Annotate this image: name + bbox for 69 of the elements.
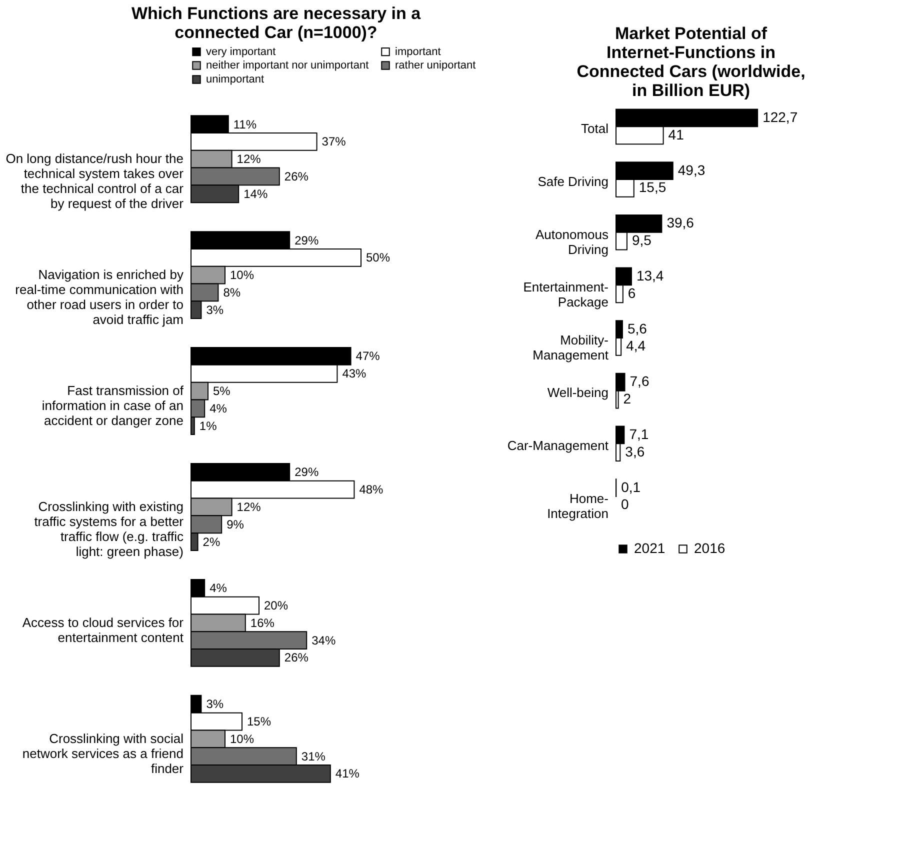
data-label: 41 xyxy=(668,126,684,142)
y-tick-label: Crosslinking with social network services as a friend finder xyxy=(22,730,184,776)
data-label: 3% xyxy=(206,302,224,317)
y-tick-label: Well-being xyxy=(547,385,608,400)
data-label: 47% xyxy=(356,349,380,364)
data-label: 12% xyxy=(236,500,262,514)
data-label: 29% xyxy=(294,233,319,248)
data-label: 39,6 xyxy=(666,214,694,231)
legend-label: rather uniportant xyxy=(395,60,476,72)
data-label: 13,4 xyxy=(636,267,664,284)
data-label: 49,3 xyxy=(678,162,706,178)
data-label: 8% xyxy=(223,285,241,300)
data-label: 9% xyxy=(226,517,244,532)
data-label: 4% xyxy=(210,401,228,416)
y-tick-label: Car-Management xyxy=(507,438,609,454)
data-label: 0,1 xyxy=(621,478,641,495)
legend-label: 2016 xyxy=(694,540,726,556)
data-label: 20% xyxy=(264,598,288,613)
data-label: 4% xyxy=(210,581,228,596)
data-label: 41% xyxy=(335,766,360,781)
chart-title: Market Potential of Internet-Functions in Connected Cars (worldwide, in Billion EUR) xyxy=(576,24,806,100)
data-label: 4,4 xyxy=(626,338,646,354)
data-label: 2% xyxy=(202,534,220,549)
y-tick-label: Entertainment-Package xyxy=(523,280,608,310)
data-label: 50% xyxy=(366,250,390,265)
y-tick-label: Mobility-Management xyxy=(532,332,609,362)
legend-label: 2021 xyxy=(634,540,666,556)
data-label: 1% xyxy=(199,418,218,433)
legend-label: important xyxy=(395,46,441,58)
data-label: 122,7 xyxy=(762,108,798,125)
data-label: 7,6 xyxy=(630,373,650,390)
y-tick-label: Navigation is enriched by real-time communication with other road users in order to avoid traffic jam xyxy=(15,267,184,328)
data-label: 0 xyxy=(621,496,629,512)
data-label: 26% xyxy=(284,650,309,665)
data-label: 10% xyxy=(230,268,254,282)
legend-label: very important xyxy=(206,46,276,58)
legend-label: neither important nor unimportant xyxy=(206,60,369,72)
data-label: 6 xyxy=(628,284,636,301)
chart-title: Which Functions are necessary in a connected Car (n=1000)? xyxy=(131,4,422,42)
data-label: 34% xyxy=(312,633,336,648)
data-label: 11% xyxy=(233,117,257,132)
data-label: 5% xyxy=(213,384,231,398)
data-label: 31% xyxy=(301,749,326,764)
y-tick-label: Crosslinking with existing traffic systems for a better traffic flow (e.g. traffic light: green phase) xyxy=(34,498,184,559)
data-label: 15,5 xyxy=(638,179,666,196)
y-tick-label: On long distance/rush hour the technical system takes over the technical control of a car by request of the driver xyxy=(6,151,184,212)
data-label: 29% xyxy=(294,465,319,480)
data-label: 3,6 xyxy=(625,443,645,460)
y-tick-label: Fast transmission of information in case of an accident or danger zone xyxy=(42,383,184,428)
data-label: 43% xyxy=(342,366,367,381)
data-label: 10% xyxy=(230,732,254,746)
data-label: 15% xyxy=(247,714,272,729)
y-tick-label: Safe Driving xyxy=(538,174,608,189)
y-tick-label: Autonomous Driving xyxy=(536,226,609,257)
data-label: 9,5 xyxy=(632,232,652,248)
data-label: 26% xyxy=(284,169,309,184)
data-label: 2 xyxy=(623,390,632,407)
data-label: 48% xyxy=(359,482,384,497)
y-tick-label: Total xyxy=(581,121,609,136)
data-label: 3% xyxy=(206,697,224,712)
data-label: 37% xyxy=(322,134,346,149)
data-label: 16% xyxy=(250,616,275,630)
legend-label: unimportant xyxy=(206,74,264,86)
y-tick-label: Home-Integration xyxy=(547,490,608,521)
data-label: 5,6 xyxy=(627,320,648,336)
y-tick-label: Access to cloud services for entertainment content xyxy=(22,614,184,645)
data-label: 14% xyxy=(244,186,268,201)
data-label: 12% xyxy=(236,152,262,166)
data-label: 7,1 xyxy=(629,426,649,442)
